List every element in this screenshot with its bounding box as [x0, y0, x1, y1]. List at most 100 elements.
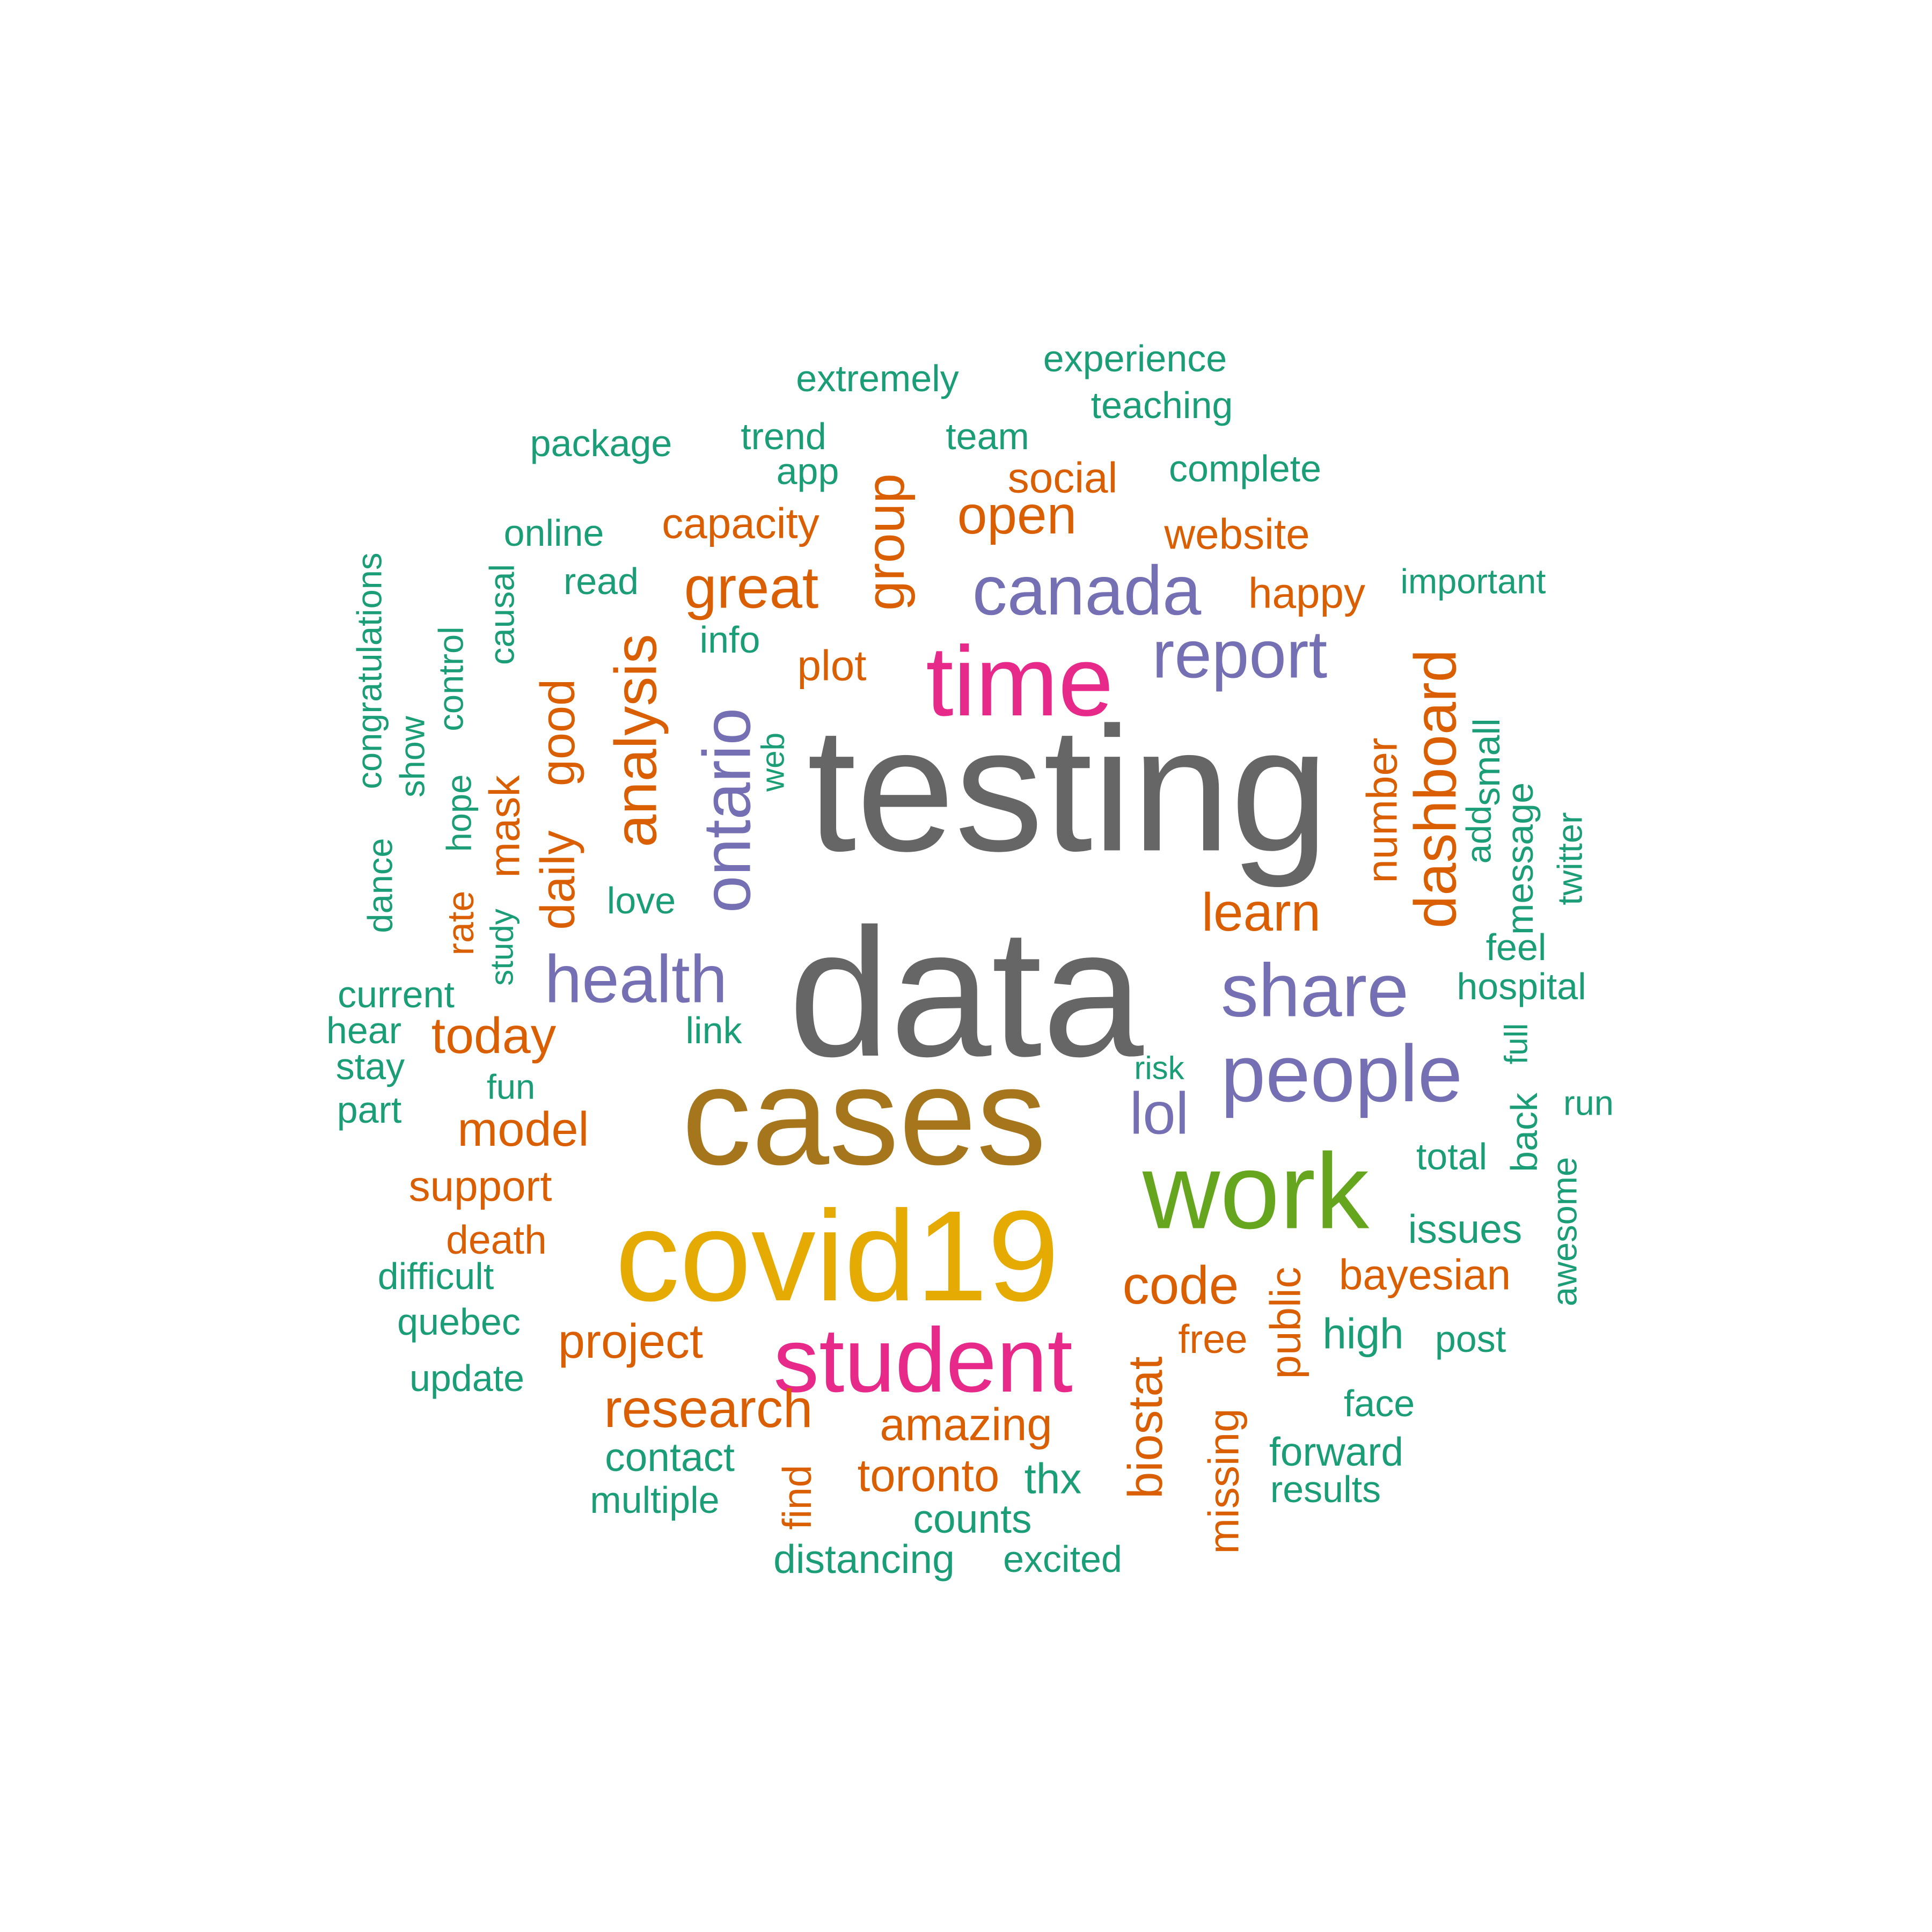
- word-show: show: [393, 715, 432, 797]
- word-report: report: [1152, 618, 1328, 692]
- word-biostat: biostat: [1119, 1356, 1173, 1498]
- word-hospital: hospital: [1457, 965, 1586, 1007]
- word-toronto: toronto: [858, 1451, 1000, 1502]
- word-back: back: [1503, 1092, 1545, 1172]
- word-bayesian: bayesian: [1339, 1251, 1511, 1299]
- word-extremely: extremely: [796, 357, 958, 399]
- word-results: results: [1270, 1468, 1381, 1510]
- word-current: current: [338, 974, 455, 1015]
- word-data: data: [788, 891, 1145, 1095]
- word-important: important: [1401, 562, 1546, 601]
- word-multiple: multiple: [590, 1479, 719, 1521]
- word-amazing: amazing: [880, 1400, 1052, 1451]
- word-thx: thx: [1024, 1455, 1082, 1503]
- word-lol: lol: [1130, 1081, 1189, 1147]
- word-dance: dance: [361, 838, 400, 933]
- word-rate: rate: [440, 891, 481, 956]
- word-part: part: [337, 1089, 402, 1131]
- word-share: share: [1221, 948, 1409, 1033]
- word-small: small: [1466, 718, 1507, 806]
- word-learn: learn: [1202, 882, 1321, 942]
- word-testing: testing: [807, 690, 1329, 889]
- word-open: open: [957, 485, 1077, 545]
- word-message: message: [1499, 782, 1541, 935]
- word-capacity: capacity: [662, 500, 819, 547]
- word-code: code: [1123, 1255, 1239, 1315]
- word-ontario: ontario: [690, 708, 765, 913]
- word-run: run: [1563, 1084, 1614, 1123]
- word-awesome: awesome: [1545, 1157, 1584, 1306]
- word-cases: cases: [682, 1038, 1046, 1194]
- word-support: support: [409, 1162, 552, 1210]
- word-risk: risk: [1134, 1050, 1184, 1086]
- word-analysis: analysis: [603, 634, 669, 847]
- word-fun: fun: [487, 1067, 535, 1107]
- word-teaching: teaching: [1091, 384, 1233, 426]
- word-package: package: [530, 422, 672, 464]
- word-stay: stay: [336, 1045, 405, 1087]
- word-face: face: [1344, 1382, 1415, 1424]
- word-contact: contact: [605, 1435, 735, 1480]
- word-social: social: [1008, 454, 1118, 502]
- word-free: free: [1178, 1316, 1247, 1362]
- word-great: great: [684, 555, 819, 621]
- word-control: control: [431, 626, 471, 731]
- word-daily: daily: [531, 830, 585, 930]
- word-dashboard: dashboard: [1403, 649, 1469, 928]
- word-forward: forward: [1269, 1429, 1403, 1474]
- word-info: info: [700, 619, 760, 661]
- word-online: online: [504, 512, 604, 554]
- word-missing: missing: [1200, 1408, 1248, 1554]
- word-time: time: [926, 626, 1114, 737]
- word-love: love: [607, 880, 676, 921]
- word-team: team: [946, 415, 1029, 457]
- word-health: health: [545, 942, 728, 1017]
- word-web: web: [755, 733, 791, 792]
- word-trend: trend: [741, 415, 826, 457]
- word-project: project: [558, 1315, 703, 1368]
- word-website: website: [1163, 510, 1309, 558]
- word-group: group: [855, 473, 916, 611]
- word-number: number: [1358, 737, 1406, 883]
- word-model: model: [457, 1103, 589, 1157]
- word-difficult: difficult: [378, 1255, 494, 1297]
- word-complete: complete: [1169, 448, 1321, 489]
- word-distancing: distancing: [773, 1536, 955, 1582]
- word-full: full: [1498, 1023, 1534, 1065]
- word-update: update: [409, 1357, 524, 1399]
- word-hope: hope: [440, 774, 479, 852]
- word-post: post: [1435, 1318, 1506, 1360]
- word-high: high: [1322, 1310, 1403, 1358]
- word-hear: hear: [326, 1009, 401, 1051]
- word-people: people: [1221, 1028, 1462, 1118]
- word-congratulations: congratulations: [350, 553, 389, 789]
- word-happy: happy: [1248, 569, 1365, 617]
- word-good: good: [531, 679, 585, 786]
- word-feel: feel: [1486, 926, 1547, 968]
- word-canada: canada: [972, 551, 1202, 630]
- word-mask: mask: [481, 774, 529, 877]
- word-public: public: [1262, 1267, 1309, 1379]
- word-app: app: [777, 450, 839, 492]
- word-twitter: twitter: [1550, 812, 1590, 905]
- word-death: death: [446, 1217, 547, 1262]
- word-total: total: [1416, 1136, 1487, 1177]
- word-read: read: [564, 560, 639, 602]
- word-link: link: [685, 1009, 742, 1051]
- word-quebec: quebec: [397, 1301, 521, 1343]
- word-student: student: [773, 1309, 1073, 1411]
- word-study: study: [484, 909, 520, 985]
- word-covid19: covid19: [615, 1184, 1059, 1328]
- word-add: add: [1459, 806, 1498, 863]
- word-counts: counts: [913, 1496, 1032, 1541]
- word-find: find: [774, 1465, 819, 1530]
- word-work: work: [1142, 1132, 1370, 1252]
- word-causal: causal: [482, 564, 522, 665]
- word-issues: issues: [1408, 1206, 1523, 1252]
- word-plot: plot: [797, 642, 867, 690]
- word-research: research: [604, 1379, 813, 1439]
- word-today: today: [431, 1007, 557, 1064]
- word-excited: excited: [1003, 1538, 1122, 1580]
- word-experience: experience: [1043, 338, 1227, 379]
